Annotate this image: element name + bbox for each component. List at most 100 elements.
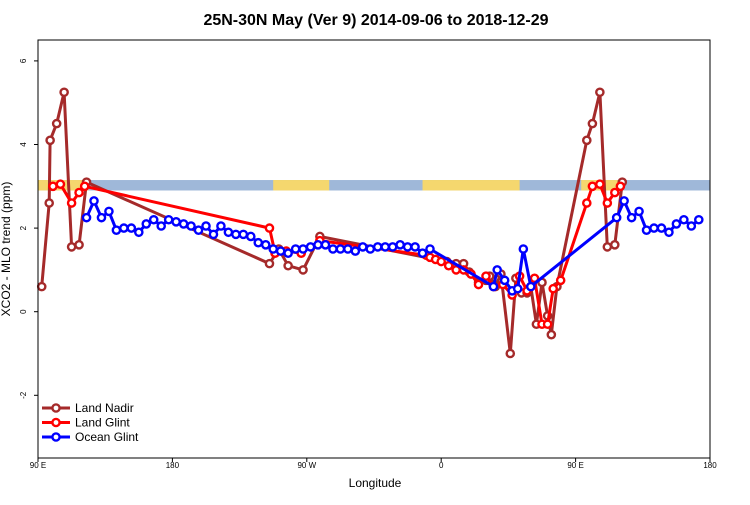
data-point bbox=[74, 187, 84, 198]
data-point bbox=[283, 248, 293, 258]
data-point bbox=[104, 206, 114, 217]
data-point bbox=[51, 118, 62, 129]
data-point bbox=[290, 244, 301, 254]
data-point bbox=[313, 240, 323, 250]
data-point bbox=[611, 212, 622, 223]
data-point bbox=[305, 242, 316, 252]
legend-label: Land Glint bbox=[75, 416, 130, 430]
data-point bbox=[649, 223, 659, 233]
data-point bbox=[96, 212, 107, 223]
data-point bbox=[66, 198, 77, 208]
x-tick-label: 90 E bbox=[30, 461, 46, 470]
data-point bbox=[505, 348, 516, 359]
data-point bbox=[89, 196, 99, 206]
data-point bbox=[641, 225, 652, 235]
data-point bbox=[268, 244, 279, 254]
data-point bbox=[216, 221, 226, 231]
data-point bbox=[238, 229, 249, 240]
data-point bbox=[595, 179, 605, 190]
data-point bbox=[615, 181, 626, 192]
y-tick-label: 0 bbox=[19, 309, 28, 314]
data-point bbox=[335, 244, 346, 254]
data-point bbox=[79, 181, 90, 192]
data-point bbox=[410, 242, 420, 252]
data-point bbox=[656, 223, 667, 233]
legend-label: Land Nadir bbox=[75, 401, 134, 415]
data-point bbox=[201, 221, 211, 231]
data-point bbox=[275, 246, 286, 256]
land-ocean-band bbox=[38, 180, 710, 191]
data-point bbox=[357, 242, 368, 252]
data-point bbox=[133, 227, 144, 238]
data-point bbox=[380, 242, 391, 252]
data-point bbox=[44, 198, 55, 208]
x-axis-label: Longitude bbox=[349, 476, 402, 490]
data-point bbox=[473, 279, 484, 290]
y-axis-label: XCO2 - MLO trend (ppm) bbox=[0, 182, 13, 317]
data-point bbox=[619, 196, 629, 206]
y-axis: -2 0 2 4 6 bbox=[19, 58, 38, 399]
data-point bbox=[119, 223, 129, 233]
data-point bbox=[518, 244, 529, 254]
data-point bbox=[193, 225, 204, 235]
x-axis: 90 E 180 90 W 0 90 E 180 bbox=[30, 458, 717, 470]
data-point bbox=[171, 217, 181, 227]
data-point bbox=[298, 244, 308, 254]
data-point bbox=[350, 246, 361, 256]
data-point bbox=[395, 240, 405, 250]
y-tick-label: -2 bbox=[19, 391, 28, 399]
data-point bbox=[156, 221, 166, 231]
series-layer bbox=[36, 87, 704, 359]
data-point bbox=[320, 240, 331, 250]
data-point bbox=[587, 118, 598, 129]
data-point bbox=[186, 221, 196, 231]
y-tick-label: 2 bbox=[19, 225, 28, 230]
data-point bbox=[595, 87, 605, 98]
data-point bbox=[443, 260, 454, 271]
data-point bbox=[141, 219, 152, 229]
data-point bbox=[208, 229, 219, 240]
data-point bbox=[664, 227, 674, 238]
y-tick-label: 6 bbox=[19, 58, 28, 63]
data-point bbox=[436, 256, 447, 267]
data-point bbox=[365, 244, 376, 254]
data-point bbox=[48, 181, 58, 192]
data-point bbox=[555, 275, 566, 286]
data-point bbox=[328, 244, 338, 254]
data-point bbox=[546, 329, 557, 340]
y-tick-label: 4 bbox=[19, 142, 28, 147]
data-point bbox=[402, 242, 413, 252]
data-point bbox=[488, 281, 499, 292]
x-tick-label: 90 E bbox=[567, 461, 583, 470]
legend-item-land-nadir: Land Nadir bbox=[42, 401, 134, 415]
data-point bbox=[81, 212, 92, 223]
legend-item-land-glint: Land Glint bbox=[42, 416, 130, 430]
data-point bbox=[231, 229, 241, 240]
data-point bbox=[526, 281, 536, 292]
legend-item-ocean-glint: Ocean Glint bbox=[42, 430, 139, 444]
data-point bbox=[694, 214, 704, 225]
data-point bbox=[55, 179, 66, 190]
data-point bbox=[245, 231, 256, 242]
x-tick-label: 180 bbox=[703, 461, 717, 470]
data-point bbox=[298, 265, 308, 275]
data-point bbox=[610, 187, 620, 198]
data-point bbox=[582, 135, 592, 146]
legend-swatch-marker bbox=[51, 403, 61, 413]
data-point bbox=[602, 198, 613, 208]
data-point bbox=[45, 135, 55, 146]
data-point bbox=[602, 242, 613, 252]
data-point bbox=[492, 265, 503, 275]
legend-label: Ocean Glint bbox=[75, 430, 139, 444]
series-ocean-glint bbox=[81, 196, 704, 296]
plot-frame bbox=[37, 39, 711, 459]
data-point bbox=[499, 275, 510, 286]
data-point bbox=[542, 319, 553, 330]
x-tick-label: 0 bbox=[439, 461, 444, 470]
data-point bbox=[425, 244, 435, 254]
data-point bbox=[148, 214, 159, 225]
data-point bbox=[481, 271, 491, 281]
data-point bbox=[74, 240, 84, 250]
